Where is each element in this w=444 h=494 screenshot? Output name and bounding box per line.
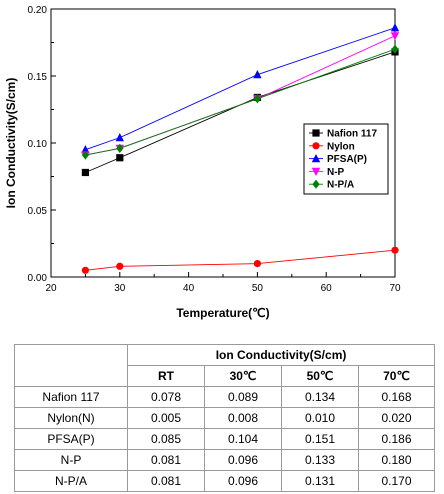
x-tick-label: 50 xyxy=(252,283,264,294)
table-row-label: N-P/A xyxy=(14,470,128,492)
table-cell: 0.180 xyxy=(357,449,436,471)
table-corner-cell xyxy=(14,344,128,387)
x-tick-label: 60 xyxy=(321,283,333,294)
legend-label: PFSA(P) xyxy=(327,154,367,165)
table-row-label: N-P xyxy=(14,449,128,471)
data-point xyxy=(116,143,124,153)
line-chart: 20 30 40 50 60 70 0.00 0.05 0.10 0.15 0.20 Temper… xyxy=(4,5,401,320)
data-point xyxy=(390,32,400,41)
x-tick-label: 20 xyxy=(45,283,57,294)
table-row-label: PFSA(P) xyxy=(14,428,128,450)
x-tick-label: 30 xyxy=(114,283,126,294)
data-point xyxy=(253,94,261,104)
table-cell: 0.104 xyxy=(204,428,282,450)
data-point xyxy=(115,133,124,142)
legend-marker xyxy=(312,179,320,189)
x-axis: 20 30 40 50 60 70 xyxy=(45,272,401,294)
table-row: PFSA(P) 0.085 0.104 0.151 0.186 xyxy=(14,428,436,450)
legend-marker xyxy=(311,167,321,176)
series-line xyxy=(85,51,396,173)
data-point xyxy=(81,145,90,154)
table-row: N-P 0.081 0.096 0.133 0.180 xyxy=(14,449,436,471)
data-point xyxy=(391,44,399,54)
table-column-header-70c: 70℃ xyxy=(357,365,436,387)
data-point xyxy=(390,23,400,32)
legend-marker xyxy=(311,154,321,163)
x-tick-label: 70 xyxy=(389,283,401,294)
data-point xyxy=(253,260,261,268)
table-cell: 0.085 xyxy=(127,428,205,450)
series-4 xyxy=(81,44,399,160)
table-cell: 0.096 xyxy=(204,470,282,492)
y-axis-title: Ion Conductivity(S/cm) xyxy=(4,78,18,209)
legend-marker xyxy=(312,129,320,137)
table-cell: 0.186 xyxy=(357,428,436,450)
table-cell: 0.170 xyxy=(357,470,436,492)
table-cell: 0.081 xyxy=(127,449,205,471)
table-row: N-P/A 0.081 0.096 0.131 0.170 xyxy=(14,470,436,492)
data-point xyxy=(253,70,262,79)
data-point xyxy=(116,154,124,162)
y-axis: 0.00 0.05 0.10 0.15 0.20 xyxy=(28,5,56,284)
table-row-label: Nafion 117 xyxy=(14,386,128,408)
table-cell: 0.133 xyxy=(281,449,359,471)
table-cell: 0.096 xyxy=(204,449,282,471)
data-point xyxy=(116,262,124,270)
series-line xyxy=(85,249,396,271)
legend-marker xyxy=(312,142,320,150)
table-row-label: Nylon(N) xyxy=(14,407,128,429)
table-column-header-30c: 30℃ xyxy=(204,365,282,387)
table-cell: 0.010 xyxy=(281,407,359,429)
table-cell: 0.134 xyxy=(281,386,359,408)
series-1 xyxy=(81,246,399,274)
table-cell: 0.151 xyxy=(281,428,359,450)
series-2 xyxy=(81,23,400,154)
conductivity-table: Ion Conductivity(S/cm) RT 30℃ 50℃ 70℃ Na… xyxy=(14,344,436,492)
y-tick-label: 0.00 xyxy=(28,273,48,284)
series-line xyxy=(85,27,396,151)
table-cell: 0.131 xyxy=(281,470,359,492)
x-axis-title: Temperature(℃) xyxy=(176,306,269,320)
table-cell: 0.089 xyxy=(204,386,282,408)
table-cell: 0.168 xyxy=(357,386,436,408)
table-cell: 0.081 xyxy=(127,470,205,492)
table-cell: 0.008 xyxy=(204,407,282,429)
x-tick-label: 40 xyxy=(183,283,195,294)
y-tick-label: 0.05 xyxy=(28,206,48,217)
data-point xyxy=(391,246,399,254)
table-column-header-rt: RT xyxy=(127,365,205,387)
table-cell: 0.005 xyxy=(127,407,205,429)
table-row: Nylon(N) 0.005 0.008 0.010 0.020 xyxy=(14,407,436,429)
legend-label: Nafion 117 xyxy=(327,129,377,140)
legend-label: N-P xyxy=(327,167,345,178)
y-tick-label: 0.10 xyxy=(28,139,48,150)
data-point xyxy=(81,266,89,274)
y-tick-label: 0.20 xyxy=(28,5,48,16)
table-row: Nafion 117 0.078 0.089 0.134 0.168 xyxy=(14,386,436,408)
series-line xyxy=(85,48,396,156)
table-cell: 0.020 xyxy=(357,407,436,429)
series-layer xyxy=(81,23,400,274)
table-column-header-50c: 50℃ xyxy=(281,365,359,387)
table-cell: 0.078 xyxy=(127,386,205,408)
data-point xyxy=(81,150,89,160)
table-group-header: Ion Conductivity(S/cm) xyxy=(126,344,436,366)
legend-label: N-P/A xyxy=(327,180,354,191)
y-tick-label: 0.15 xyxy=(28,72,48,83)
legend-label: Nylon xyxy=(327,141,355,152)
data-point xyxy=(81,168,89,177)
